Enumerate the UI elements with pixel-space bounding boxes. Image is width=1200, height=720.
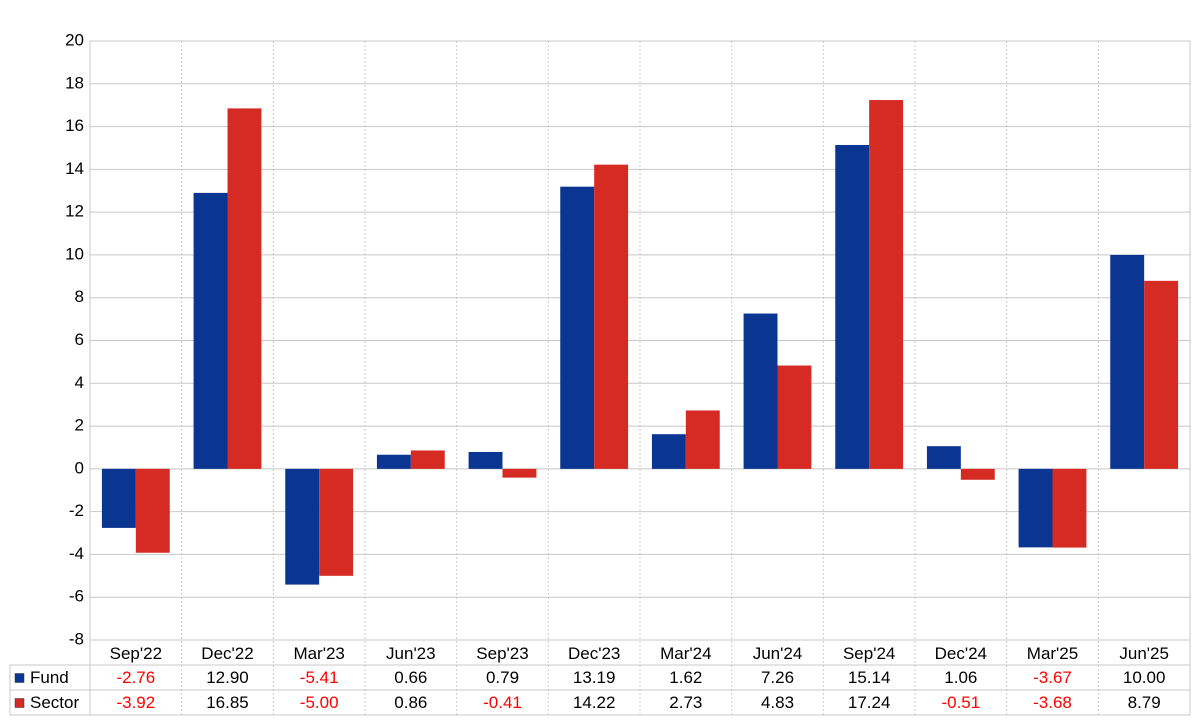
x-tick-label: Dec'22 bbox=[201, 644, 253, 663]
table-value: 12.90 bbox=[206, 668, 249, 687]
legend-label: Sector bbox=[30, 693, 79, 712]
bar bbox=[835, 144, 870, 469]
x-tick-label: Mar'25 bbox=[1027, 644, 1078, 663]
bar bbox=[193, 192, 228, 469]
y-tick-label: 6 bbox=[75, 330, 84, 349]
bar bbox=[651, 434, 686, 469]
table-value: 0.66 bbox=[394, 668, 427, 687]
table-value: 8.79 bbox=[1128, 693, 1161, 712]
x-tick-label: Dec'24 bbox=[935, 644, 987, 663]
table-value: 4.83 bbox=[761, 693, 794, 712]
table-value: -3.68 bbox=[1033, 693, 1072, 712]
bar bbox=[777, 365, 812, 469]
y-tick-label: 10 bbox=[65, 244, 84, 263]
bar bbox=[594, 164, 629, 469]
bar bbox=[502, 468, 537, 478]
table-value: -5.00 bbox=[300, 693, 339, 712]
table-value: 1.62 bbox=[669, 668, 702, 687]
y-tick-label: -2 bbox=[69, 501, 84, 520]
x-tick-label: Mar'23 bbox=[293, 644, 344, 663]
y-tick-label: 12 bbox=[65, 202, 84, 221]
y-tick-label: 8 bbox=[75, 287, 84, 306]
bar bbox=[685, 410, 720, 469]
x-tick-label: Sep'23 bbox=[476, 644, 528, 663]
y-tick-label: 20 bbox=[65, 30, 84, 49]
bar bbox=[101, 468, 136, 528]
bar bbox=[319, 468, 354, 576]
bar bbox=[960, 468, 995, 480]
table-value: 0.86 bbox=[394, 693, 427, 712]
legend-swatch bbox=[14, 698, 25, 708]
table-value: 7.26 bbox=[761, 668, 794, 687]
bar bbox=[1052, 468, 1087, 548]
bar bbox=[1144, 280, 1179, 469]
table-value: 2.73 bbox=[669, 693, 702, 712]
table-value: 0.79 bbox=[486, 668, 519, 687]
table-value: -0.51 bbox=[941, 693, 980, 712]
x-tick-label: Sep'24 bbox=[843, 644, 895, 663]
table-value: -3.92 bbox=[116, 693, 155, 712]
x-tick-label: Jun'23 bbox=[386, 644, 436, 663]
table-value: -2.76 bbox=[116, 668, 155, 687]
bar bbox=[743, 313, 778, 469]
bar bbox=[135, 468, 170, 553]
bar bbox=[926, 446, 961, 469]
table-value: 17.24 bbox=[848, 693, 891, 712]
y-tick-label: 2 bbox=[75, 416, 84, 435]
table-value: 16.85 bbox=[206, 693, 249, 712]
legend-label: Fund bbox=[30, 668, 69, 687]
legend-swatch bbox=[14, 673, 25, 683]
table-value: 14.22 bbox=[573, 693, 616, 712]
y-tick-label: -8 bbox=[69, 629, 84, 648]
bar bbox=[560, 186, 595, 469]
table-value: -5.41 bbox=[300, 668, 339, 687]
y-tick-label: 14 bbox=[65, 159, 84, 178]
bar bbox=[227, 108, 262, 469]
bar bbox=[1018, 468, 1053, 548]
bar bbox=[1110, 254, 1145, 469]
y-tick-label: 0 bbox=[75, 458, 84, 477]
bar bbox=[285, 468, 320, 585]
table-value: 10.00 bbox=[1123, 668, 1166, 687]
y-tick-label: 16 bbox=[65, 116, 84, 135]
table-value: 1.06 bbox=[944, 668, 977, 687]
bar bbox=[869, 100, 904, 469]
y-tick-label: -4 bbox=[69, 544, 84, 563]
table-value: -0.41 bbox=[483, 693, 522, 712]
y-tick-label: 18 bbox=[65, 73, 84, 92]
x-tick-label: Dec'23 bbox=[568, 644, 620, 663]
x-tick-label: Jun'24 bbox=[753, 644, 803, 663]
x-tick-label: Sep'22 bbox=[110, 644, 162, 663]
y-tick-label: -6 bbox=[69, 587, 84, 606]
table-value: -3.67 bbox=[1033, 668, 1072, 687]
bar bbox=[410, 450, 445, 469]
bar bbox=[468, 451, 503, 469]
y-tick-label: 4 bbox=[75, 373, 84, 392]
table-value: 15.14 bbox=[848, 668, 891, 687]
x-tick-label: Mar'24 bbox=[660, 644, 711, 663]
bar bbox=[376, 454, 411, 469]
x-tick-label: Jun'25 bbox=[1119, 644, 1169, 663]
table-value: 13.19 bbox=[573, 668, 616, 687]
